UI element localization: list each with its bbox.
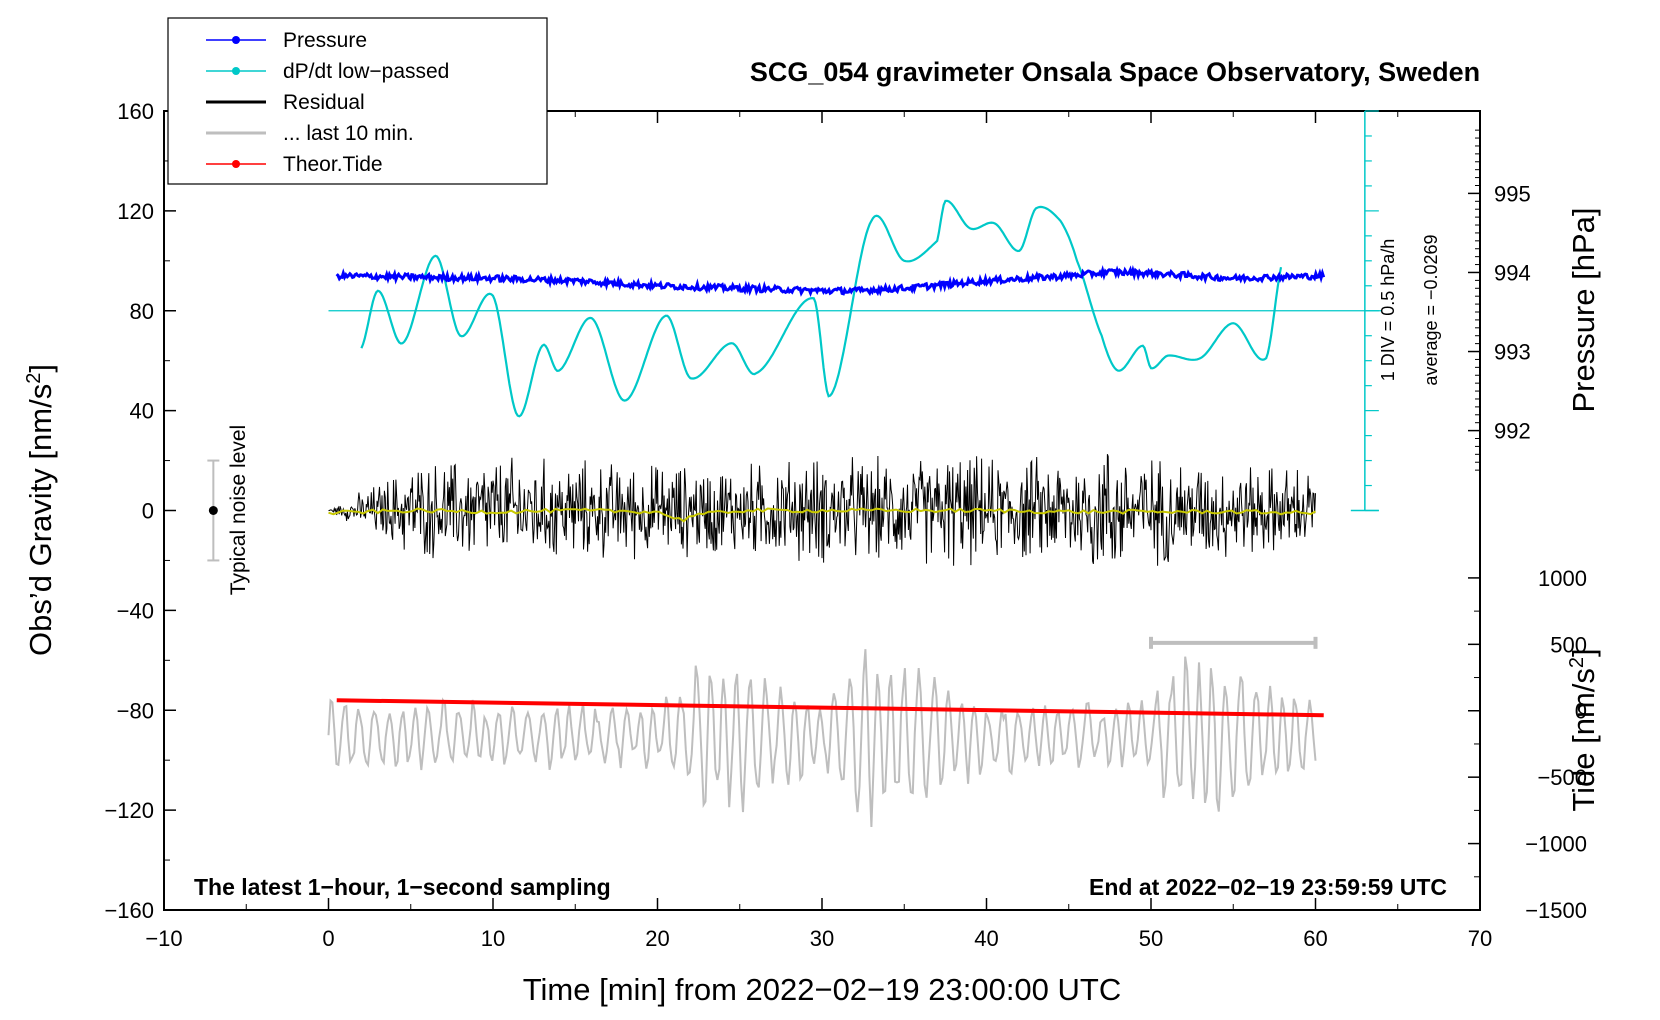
y-tick-label: 120 [117, 199, 154, 224]
noise-level-indicator [207, 459, 220, 562]
y-tick-label: −160 [104, 898, 154, 923]
tide-tick-label: 1000 [1538, 566, 1587, 591]
legend-swatch-dot [232, 160, 240, 168]
legend-label: Pressure [283, 29, 367, 52]
sampling-note: The latest 1−hour, 1−second sampling [194, 874, 611, 900]
last-10-min-marker [1149, 636, 1318, 649]
theor-tide-series [336, 698, 1324, 718]
y-axis-title: Obs’d Gravity [nm/s2] [23, 364, 58, 656]
tide-tick-label: 0 [1575, 699, 1587, 724]
svg-text:Obs’d Gravity [nm/s2]: Obs’d Gravity [nm/s2] [23, 364, 58, 656]
x-tick-label: 20 [645, 926, 669, 951]
pressure-axis-title: Pressure [hPa] [1566, 207, 1601, 412]
legend-label: Theor.Tide [283, 153, 383, 176]
y-tick-label: 40 [130, 399, 154, 424]
y-tick-labels: −160 −120 −80 −40 0 40 80 120 160 [104, 99, 154, 923]
x-tick-label: 10 [481, 926, 505, 951]
legend-label: ... last 10 min. [283, 122, 414, 145]
series-layer [327, 199, 1382, 828]
noise-level-label: Typical noise level [227, 425, 250, 595]
y-axis-title-close: ] [23, 364, 58, 373]
legend-items: Pressure dP/dt low−passed Residual ... last… [206, 29, 449, 176]
y-tick-label: 160 [117, 99, 154, 124]
y-tick-label: −40 [117, 598, 154, 623]
tide-tick-label: 500 [1550, 632, 1587, 657]
tide-tick-label: −1000 [1525, 832, 1587, 857]
legend-label: Residual [283, 91, 365, 114]
y-axis-title-base: Obs’d Gravity [nm/s [23, 384, 58, 656]
x-tick-label: −10 [145, 926, 182, 951]
x-tick-label: 0 [322, 926, 334, 951]
end-time-note: End at 2022−02−19 23:59:59 UTC [1089, 874, 1447, 900]
legend-swatch-dot [232, 67, 240, 75]
dpdt-average-label: average = −0.0269 [1421, 234, 1441, 385]
x-tick-labels: −10 0 10 20 30 40 50 60 70 [145, 926, 1492, 951]
x-tick-label: 30 [810, 926, 834, 951]
last-10-min-series [327, 649, 1317, 828]
y-tick-label: −120 [104, 798, 154, 823]
tide-tick-label: −500 [1537, 765, 1587, 790]
svg-text:Tide [nm/s2]: Tide [nm/s2] [1566, 648, 1601, 811]
legend-swatch-dot [232, 36, 240, 44]
dpdt-div-label: 1 DIV = 0.5 hPa/h [1378, 239, 1398, 382]
legend-label: dP/dt low−passed [283, 60, 449, 83]
dpdt-series [360, 199, 1283, 418]
pressure-tick-label: 993 [1494, 340, 1531, 365]
pressure-tick-label: 992 [1494, 419, 1531, 444]
tide-axis-title-close: ] [1566, 648, 1601, 657]
residual-series [328, 454, 1316, 566]
x-tick-label: 50 [1139, 926, 1163, 951]
pressure-tick-labels: 992 993 994 995 [1494, 181, 1531, 443]
y-tick-label: −80 [117, 698, 154, 723]
y-axis-title-exp: 2 [23, 373, 45, 384]
x-tick-label: 70 [1468, 926, 1492, 951]
x-tick-label: 40 [974, 926, 998, 951]
chart-title: SCG_054 gravimeter Onsala Space Observat… [750, 57, 1480, 87]
x-tick-label: 60 [1303, 926, 1327, 951]
y-tick-label: 80 [130, 299, 154, 324]
tide-tick-labels: 1000 500 0 −500 −1000 −1500 [1525, 566, 1587, 923]
tide-axis-title: Tide [nm/s2] [1566, 648, 1601, 811]
legend: Pressure dP/dt low−passed Residual ... last… [167, 17, 548, 185]
tide-axis-title-exp: 2 [1566, 657, 1588, 668]
pressure-series [335, 264, 1326, 298]
pressure-tick-label: 995 [1494, 181, 1531, 206]
y-tick-label: 0 [142, 499, 154, 524]
residual-smoothed-series [328, 507, 1316, 523]
x-axis-title: Time [min] from 2022−02−19 23:00:00 UTC [523, 972, 1122, 1007]
tide-axis-title-base: Tide [nm/s [1566, 668, 1601, 812]
tide-tick-label: −1500 [1525, 898, 1587, 923]
noise-bar-center-dot [208, 506, 218, 515]
pressure-tick-label: 994 [1494, 260, 1531, 285]
